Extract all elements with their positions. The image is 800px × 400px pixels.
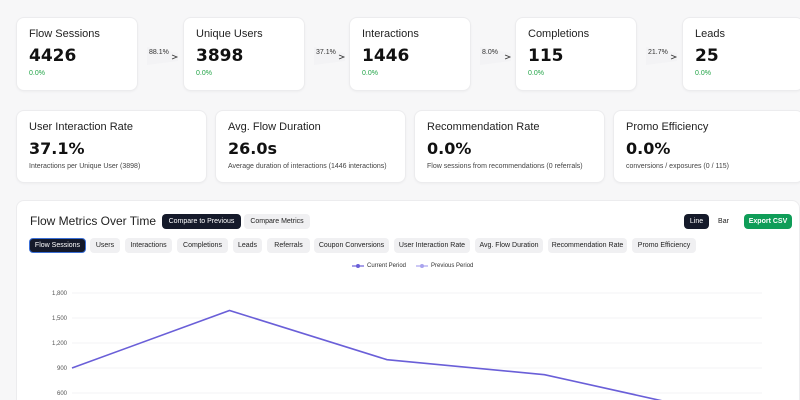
y-tick-label: 1,200	[52, 341, 68, 347]
metric-description: Flow sessions from recommendations (0 re…	[427, 163, 583, 170]
y-tick-label: 600	[57, 391, 68, 397]
funnel-card-completions: Completions 115 0.0%	[515, 17, 637, 91]
funnel-value: 115	[528, 46, 564, 66]
tab-coupon-conversions[interactable]: Coupon Conversions	[314, 238, 389, 253]
tab-flow-sessions[interactable]: Flow Sessions	[29, 238, 86, 253]
metric-card-avg-flow-duration: Avg. Flow Duration 26.0s Average duratio…	[215, 110, 406, 183]
funnel-label: Flow Sessions	[29, 28, 100, 40]
tab-interactions[interactable]: Interactions	[125, 238, 172, 253]
conversion-wedge-icon	[646, 47, 678, 65]
metric-card-recommendation-rate: Recommendation Rate 0.0% Flow sessions f…	[414, 110, 605, 183]
funnel-label: Leads	[695, 28, 725, 40]
funnel-card-unique-users: Unique Users 3898 0.0%	[183, 17, 305, 91]
funnel-value: 1446	[362, 46, 410, 66]
conversion-arrow: 21.7%	[645, 45, 679, 67]
conversion-rate: 37.1%	[316, 49, 336, 56]
funnel-value: 4426	[29, 46, 77, 66]
metric-description: Average duration of interactions (1446 i…	[228, 163, 387, 170]
y-tick-label: 1,500	[52, 316, 68, 322]
funnel-card-interactions: Interactions 1446 0.0%	[349, 17, 471, 91]
conversion-arrow: 8.0%	[479, 45, 513, 67]
conversion-arrow: 37.1%	[313, 45, 347, 67]
funnel-label: Unique Users	[196, 28, 263, 40]
metric-label: Recommendation Rate	[427, 121, 540, 133]
metric-label: User Interaction Rate	[29, 121, 133, 133]
funnel-label: Completions	[528, 28, 590, 40]
chart-panel: Flow Metrics Over Time Compare to Previo…	[16, 200, 800, 400]
conversion-rate: 88.1%	[149, 49, 169, 56]
funnel-change: 0.0%	[528, 70, 544, 77]
export-csv-button[interactable]: Export CSV	[744, 214, 792, 229]
bar-chart-button[interactable]: Bar	[712, 214, 735, 229]
conversion-wedge-icon	[480, 47, 512, 65]
compare-previous-button[interactable]: Compare to Previous	[162, 214, 241, 229]
metric-card-promo-efficiency: Promo Efficiency 0.0% conversions / expo…	[613, 110, 800, 183]
funnel-change: 0.0%	[695, 70, 711, 77]
compare-metrics-button[interactable]: Compare Metrics	[244, 214, 310, 229]
legend-label-current: Current Period	[367, 263, 407, 269]
metric-value: 0.0%	[626, 139, 671, 158]
legend-line-icon	[352, 264, 364, 268]
tab-leads[interactable]: Leads	[233, 238, 262, 253]
legend-item-current[interactable]: Current Period	[352, 263, 406, 269]
conversion-arrow: 88.1%	[146, 45, 180, 67]
y-tick-label: 900	[57, 366, 68, 372]
chart-title: Flow Metrics Over Time	[30, 214, 157, 228]
conversion-wedge-icon	[147, 47, 179, 65]
y-tick-label: 1,800	[52, 291, 68, 297]
funnel-value: 3898	[196, 46, 244, 66]
chart-legend: Current Period Previous Period	[352, 263, 473, 269]
legend-line-icon	[416, 264, 429, 268]
tab-referrals[interactable]: Referrals	[267, 238, 310, 253]
legend-item-previous[interactable]: Previous Period	[416, 263, 473, 269]
tab-completions[interactable]: Completions	[177, 238, 228, 253]
metric-card-user-interaction-rate: User Interaction Rate 37.1% Interactions…	[16, 110, 207, 183]
funnel-change: 0.0%	[196, 70, 212, 77]
metric-value: 0.0%	[427, 139, 472, 158]
metric-value: 26.0s	[228, 139, 277, 158]
tab-avg-flow-duration[interactable]: Avg. Flow Duration	[475, 238, 543, 253]
metric-description: Interactions per Unique User (3898)	[29, 163, 141, 170]
funnel-card-leads: Leads 25 0.0%	[682, 17, 800, 91]
legend-label-previous: Previous Period	[431, 263, 474, 269]
series-line-current-period	[71, 309, 663, 400]
funnel-value: 25	[695, 46, 719, 66]
conversion-rate: 21.7%	[648, 49, 668, 56]
conversion-rate: 8.0%	[482, 49, 498, 56]
metric-label: Avg. Flow Duration	[228, 121, 321, 133]
tab-user-interaction-rate[interactable]: User Interaction Rate	[394, 238, 470, 253]
tab-recommendation-rate[interactable]: Recommendation Rate	[548, 238, 627, 253]
line-chart: 1,800 1,500 1,200 900 600	[52, 291, 762, 400]
metric-description: conversions / exposures (0 / 115)	[626, 163, 729, 170]
funnel-change: 0.0%	[29, 70, 45, 77]
conversion-wedge-icon	[314, 47, 346, 65]
line-chart-button[interactable]: Line	[684, 214, 709, 229]
funnel-change: 0.0%	[362, 70, 378, 77]
funnel-label: Interactions	[362, 28, 419, 40]
tab-users[interactable]: Users	[90, 238, 120, 253]
metric-value: 37.1%	[29, 139, 85, 158]
funnel-card-flow-sessions: Flow Sessions 4426 0.0%	[16, 17, 138, 91]
metric-label: Promo Efficiency	[626, 121, 709, 133]
tab-promo-efficiency[interactable]: Promo Efficiency	[632, 238, 696, 253]
